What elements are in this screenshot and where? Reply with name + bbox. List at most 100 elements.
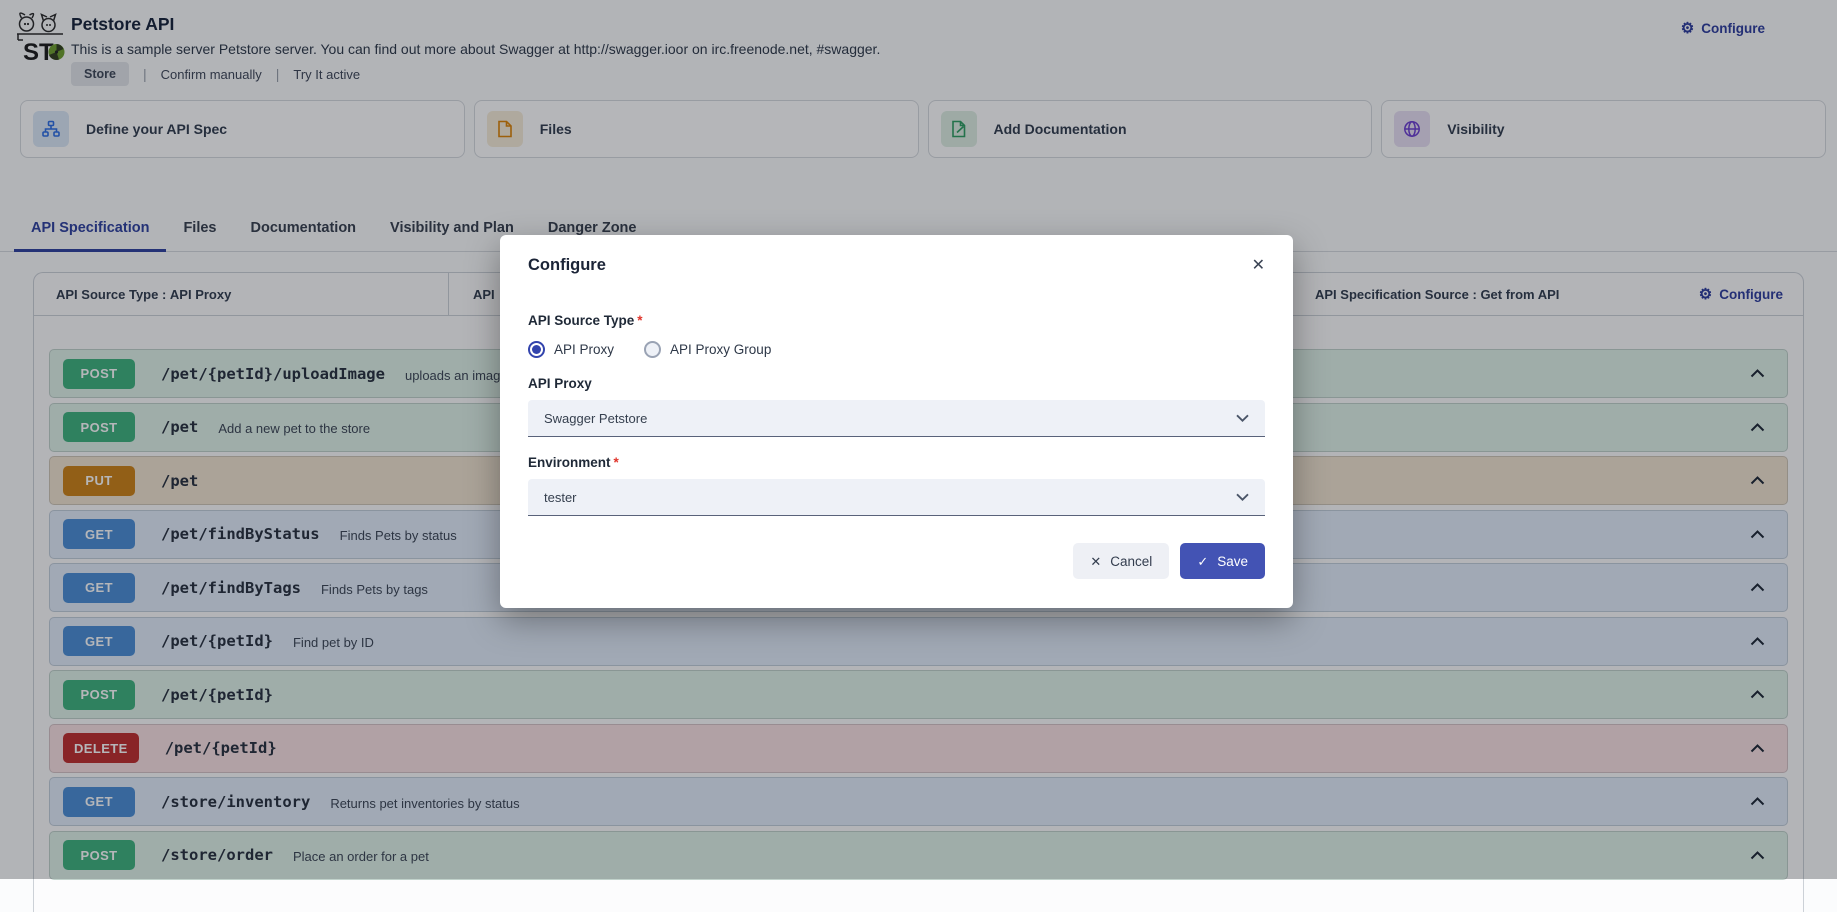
radio-unselected-icon: [644, 341, 662, 358]
environment-selected-value: tester: [544, 489, 577, 505]
api-source-type-label: API Source Type *: [528, 313, 643, 328]
close-icon: ✕: [1090, 553, 1102, 569]
api-proxy-select[interactable]: Swagger Petstore: [528, 400, 1265, 437]
modal-title: Configure: [528, 256, 606, 274]
check-icon: ✓: [1197, 553, 1209, 569]
chevron-up-icon[interactable]: [1750, 369, 1765, 378]
panel-configure-button[interactable]: ⚙ Configure: [1699, 287, 1783, 302]
tab-visibility-and-plan[interactable]: Visibility and Plan: [390, 220, 514, 236]
radio-api-proxy[interactable]: API Proxy: [528, 341, 614, 358]
panel-configure-label: Configure: [1719, 286, 1783, 302]
spec-source-cell: API Specification Source : Get from API …: [1293, 273, 1803, 315]
endpoint-path: /pet/{petId}: [164, 739, 277, 757]
header-configure-label: Configure: [1701, 21, 1765, 36]
endpoint-path: /pet/{petId}/uploadImage: [161, 364, 385, 383]
tab-danger-zone[interactable]: Danger Zone: [547, 220, 637, 236]
method-badge: POST: [63, 840, 135, 870]
radio-label: API Proxy: [554, 342, 615, 357]
method-badge: POST: [63, 679, 135, 710]
radio-selected-icon: [528, 341, 545, 358]
spec-source-label: API Specification Source : Get from API: [1315, 286, 1560, 302]
page-title: Petstore API: [71, 14, 175, 34]
endpoint-path: /pet: [161, 471, 199, 490]
endpoint-row[interactable]: GET /pet/{petId} Find pet by ID: [49, 616, 1788, 666]
method-badge: DELETE: [63, 733, 139, 763]
chevron-up-icon[interactable]: [1750, 797, 1765, 806]
api-meta-row: Store | Confirm manually | Try It active: [71, 62, 360, 86]
chevron-down-icon: [1236, 493, 1249, 501]
api-proxy-label: API Proxy: [528, 376, 592, 391]
chevron-up-icon[interactable]: [1750, 850, 1765, 860]
endpoint-description: Finds Pets by tags: [320, 581, 428, 597]
chevron-up-icon[interactable]: [1750, 636, 1765, 646]
tab-api-specification[interactable]: API Specification: [14, 212, 167, 252]
cancel-button[interactable]: ✕ Cancel: [1073, 543, 1170, 579]
method-badge: PUT: [63, 465, 135, 496]
meta-divider: |: [142, 66, 147, 82]
chevron-up-icon[interactable]: [1750, 529, 1765, 539]
endpoint-description: uploads an image: [404, 367, 508, 383]
endpoint-path: /pet: [161, 418, 199, 436]
document-edit-icon: [940, 111, 977, 147]
api-source-type-cell: API Source Type : API Proxy: [34, 273, 449, 315]
endpoint-description: Finds Pets by status: [339, 528, 457, 543]
confirm-manually-label: Confirm manually: [160, 66, 262, 82]
close-icon[interactable]: ✕: [1251, 256, 1265, 274]
meta-divider: |: [275, 66, 280, 82]
api-source-type-radio-group: API Proxy API Proxy Group: [528, 341, 1265, 358]
petstore-logo: ST: [17, 12, 65, 66]
card-label: Files: [539, 121, 572, 137]
method-badge: GET: [63, 519, 135, 549]
api-proxy-selected-value: Swagger Petstore: [544, 410, 648, 426]
chevron-up-icon[interactable]: [1750, 422, 1765, 432]
card-define-api-spec[interactable]: Define your API Spec: [20, 100, 465, 158]
chevron-up-icon[interactable]: [1750, 743, 1765, 753]
endpoint-row[interactable]: GET /store/inventory Returns pet invento…: [49, 777, 1788, 826]
endpoint-description: Add a new pet to the store: [218, 421, 371, 436]
try-it-active-label: Try It active: [293, 66, 361, 82]
header-configure-button[interactable]: ⚙ Configure: [1681, 21, 1765, 36]
tab-files[interactable]: Files: [183, 220, 217, 236]
chevron-up-icon[interactable]: [1750, 690, 1765, 699]
radio-label: API Proxy Group: [670, 342, 772, 357]
method-badge: GET: [63, 786, 135, 817]
api-description: This is a sample server Petstore server.…: [71, 41, 881, 57]
save-button[interactable]: ✓ Save: [1180, 543, 1265, 579]
endpoint-description: Find pet by ID: [292, 635, 374, 650]
required-marker: *: [637, 313, 643, 328]
endpoint-row[interactable]: DELETE /pet/{petId}: [49, 723, 1788, 773]
endpoint-description: Returns pet inventories by status: [330, 795, 520, 811]
radio-api-proxy-group[interactable]: API Proxy Group: [644, 341, 771, 358]
card-files[interactable]: Files: [473, 100, 919, 158]
endpoint-path: /pet/{petId}: [161, 685, 273, 704]
endpoint-path: /pet/findByTags: [161, 578, 301, 597]
truncated-label: API: [473, 286, 495, 302]
gear-icon: ⚙: [1680, 20, 1695, 37]
method-badge: GET: [63, 626, 135, 656]
environment-select[interactable]: tester: [528, 479, 1265, 516]
gear-icon: ⚙: [1698, 285, 1713, 303]
tab-documentation[interactable]: Documentation: [250, 220, 357, 236]
card-label: Add Documentation: [993, 121, 1127, 137]
endpoint-path: /pet/{petId}: [161, 632, 273, 650]
action-cards-row: Define your API Spec Files Add Documenta…: [20, 100, 1826, 158]
endpoint-path: /pet/findByStatus: [161, 525, 320, 543]
endpoint-path: /store/inventory: [161, 792, 311, 811]
card-visibility[interactable]: Visibility: [1381, 100, 1826, 158]
method-badge: POST: [63, 412, 135, 442]
file-icon: [486, 111, 523, 147]
method-badge: GET: [63, 572, 135, 603]
chevron-up-icon[interactable]: [1750, 583, 1765, 592]
configure-modal: Configure ✕ API Source Type * API Proxy A…: [500, 235, 1293, 608]
sitemap-icon: [33, 111, 69, 147]
endpoint-row[interactable]: POST /pet/{petId}: [49, 670, 1788, 719]
card-label: Define your API Spec: [86, 121, 228, 137]
chevron-up-icon[interactable]: [1750, 476, 1765, 485]
globe-icon: [1394, 111, 1431, 147]
card-label: Visibility: [1447, 121, 1505, 137]
required-marker: *: [613, 455, 619, 470]
environment-label: Environment *: [528, 455, 619, 470]
method-badge: POST: [63, 358, 135, 389]
card-add-documentation[interactable]: Add Documentation: [927, 100, 1373, 158]
chevron-down-icon: [1236, 414, 1249, 422]
